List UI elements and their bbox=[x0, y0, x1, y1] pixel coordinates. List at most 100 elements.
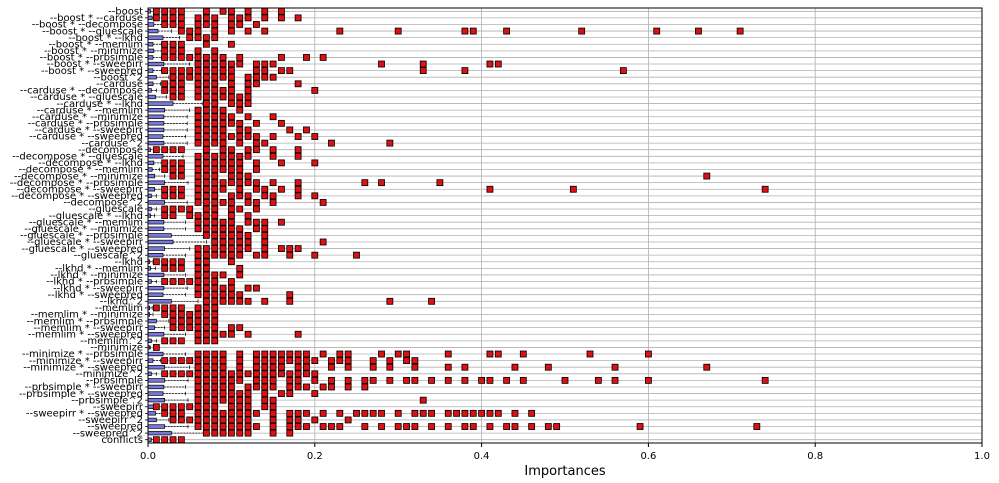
outlier-point bbox=[227, 231, 235, 239]
outlier-point bbox=[494, 409, 502, 417]
outlier-point bbox=[294, 152, 302, 160]
y-tick-label: --gluescale * --minimize bbox=[24, 224, 143, 235]
outlier-point bbox=[286, 251, 294, 259]
outlier-point bbox=[211, 166, 219, 173]
outlier-point bbox=[194, 409, 202, 417]
outlier-point bbox=[177, 409, 185, 417]
outlier-point bbox=[211, 291, 219, 299]
outlier-point bbox=[202, 14, 210, 22]
outlier-point bbox=[236, 297, 244, 305]
outlier-point bbox=[253, 357, 260, 365]
outlier-point bbox=[261, 238, 269, 246]
outlier-point bbox=[253, 284, 260, 292]
box bbox=[147, 180, 166, 185]
outlier-point bbox=[186, 73, 194, 81]
outlier-point bbox=[253, 218, 260, 226]
outlier-point bbox=[169, 86, 177, 94]
outlier-point bbox=[261, 7, 269, 15]
outlier-point bbox=[161, 185, 169, 193]
outlier-point bbox=[152, 146, 160, 154]
outlier-point bbox=[419, 67, 427, 75]
outlier-point bbox=[261, 139, 269, 147]
outlier-point bbox=[202, 185, 210, 193]
outlier-point bbox=[177, 73, 185, 81]
outlier-point bbox=[411, 409, 419, 417]
outlier-point bbox=[211, 390, 219, 397]
outlier-point bbox=[469, 27, 477, 35]
outlier-point bbox=[169, 258, 177, 266]
outlier-point bbox=[194, 172, 202, 180]
box bbox=[147, 88, 152, 93]
y-tick-label: --gluescale * --lkhd bbox=[49, 211, 143, 222]
outlier-point bbox=[403, 357, 410, 365]
outlier-point bbox=[177, 192, 185, 200]
outlier-point bbox=[169, 93, 177, 101]
outlier-point bbox=[244, 93, 252, 101]
outlier-point bbox=[202, 376, 210, 384]
outlier-point bbox=[219, 370, 227, 378]
outlier-point bbox=[227, 330, 235, 338]
box bbox=[147, 15, 153, 21]
outlier-point bbox=[194, 212, 202, 220]
outlier-point bbox=[244, 7, 252, 15]
outlier-point bbox=[236, 376, 244, 384]
y-tick-label: --sweepred bbox=[87, 422, 143, 433]
outlier-point bbox=[211, 376, 219, 384]
outlier-point bbox=[202, 330, 210, 338]
box bbox=[147, 318, 157, 324]
y-tick-label: conflicts bbox=[101, 435, 143, 446]
outlier-point bbox=[636, 423, 644, 430]
outlier-point bbox=[294, 383, 302, 391]
outlier-point bbox=[645, 350, 652, 358]
outlier-point bbox=[194, 271, 202, 279]
outlier-point bbox=[478, 376, 486, 384]
outlier-point bbox=[202, 205, 210, 213]
box bbox=[147, 160, 155, 166]
outlier-point bbox=[194, 370, 202, 378]
outlier-point bbox=[211, 21, 219, 28]
outlier-point bbox=[261, 251, 269, 259]
outlier-point bbox=[211, 416, 219, 424]
box bbox=[147, 417, 157, 423]
outlier-point bbox=[194, 119, 202, 127]
outlier-point bbox=[236, 264, 244, 272]
outlier-point bbox=[227, 152, 235, 160]
y-tick-label: --carduse * --prbsimple bbox=[28, 119, 143, 130]
outlier-point bbox=[202, 396, 210, 404]
outlier-point bbox=[194, 225, 202, 233]
outlier-point bbox=[169, 54, 177, 61]
outlier-point bbox=[269, 152, 277, 160]
outlier-point bbox=[261, 185, 269, 193]
y-tick-label: --boost * --minimize bbox=[44, 46, 143, 57]
outlier-point bbox=[202, 225, 210, 233]
outlier-point bbox=[211, 212, 219, 220]
outlier-point bbox=[227, 159, 235, 167]
outlier-point bbox=[186, 54, 194, 61]
outlier-point bbox=[736, 27, 744, 35]
outlier-point bbox=[152, 436, 160, 444]
outlier-point bbox=[244, 245, 252, 252]
outlier-point bbox=[211, 251, 219, 259]
outlier-point bbox=[378, 179, 385, 187]
outlier-point bbox=[236, 390, 244, 397]
outlier-point bbox=[202, 159, 210, 167]
outlier-point bbox=[194, 34, 202, 42]
outlier-point bbox=[186, 67, 194, 75]
outlier-point bbox=[303, 363, 310, 371]
outlier-point bbox=[761, 185, 769, 193]
outlier-point bbox=[169, 73, 177, 81]
box bbox=[147, 107, 166, 113]
box bbox=[147, 365, 166, 370]
outlier-point bbox=[261, 390, 269, 397]
outlier-point bbox=[294, 185, 302, 193]
y-tick-label: --gluescale * --sweepirr bbox=[27, 237, 144, 248]
outlier-point bbox=[461, 27, 469, 35]
outlier-point bbox=[286, 350, 294, 358]
outlier-point bbox=[194, 403, 202, 411]
outlier-point bbox=[227, 370, 235, 378]
outlier-point bbox=[227, 205, 235, 213]
outlier-point bbox=[244, 416, 252, 424]
outlier-point bbox=[269, 376, 277, 384]
outlier-point bbox=[211, 363, 219, 371]
